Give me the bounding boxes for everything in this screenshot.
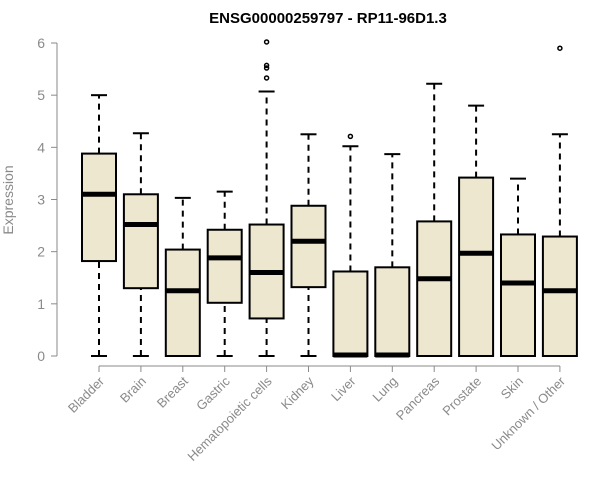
box-prostate xyxy=(458,104,495,357)
iqr-box xyxy=(500,233,536,357)
box-brain xyxy=(122,132,159,357)
box-lung xyxy=(374,153,411,358)
x-tick-label: Liver xyxy=(328,373,359,404)
y-tick-label: 5 xyxy=(37,87,45,103)
x-tick-label: Bladder xyxy=(65,373,108,416)
outlier-point xyxy=(263,62,270,69)
y-tick-label: 6 xyxy=(37,35,45,51)
box-series xyxy=(81,39,578,358)
outlier-point xyxy=(557,45,563,51)
box-breast xyxy=(164,196,201,357)
y-tick-label: 0 xyxy=(37,348,45,364)
x-tick-label: Skin xyxy=(498,374,526,402)
y-tick-label: 3 xyxy=(37,192,45,208)
iqr-box xyxy=(164,248,201,357)
outlier-point xyxy=(263,39,270,45)
iqr-box xyxy=(541,235,578,357)
y-tick-label: 2 xyxy=(37,244,45,260)
x-tick-label: Lung xyxy=(369,374,400,405)
iqr-box xyxy=(416,220,453,357)
box-gastric xyxy=(206,190,243,357)
iqr-box xyxy=(206,228,243,304)
y-axis-label: Expression xyxy=(0,165,16,234)
box-pancreas xyxy=(416,82,453,357)
iqr-box xyxy=(332,270,369,357)
y-tick-label: 4 xyxy=(37,139,45,155)
x-tick-label: Gastric xyxy=(193,373,233,413)
box-unknown-other xyxy=(541,45,578,357)
box-bladder xyxy=(81,94,117,357)
outlier-point xyxy=(263,75,270,81)
box-liver xyxy=(332,133,369,358)
iqr-box xyxy=(122,193,159,290)
chart-title: ENSG00000259797 - RP11-96D1.3 xyxy=(209,10,447,27)
box-hematopoietic-cells xyxy=(248,39,285,357)
iqr-box xyxy=(374,266,411,358)
y-axis: 0 1 2 3 4 5 6 xyxy=(37,35,58,364)
x-tick-label: Brain xyxy=(117,374,149,406)
y-tick-label: 1 xyxy=(37,296,45,312)
outlier-point xyxy=(263,65,270,71)
x-tick-label: Pancreas xyxy=(393,373,443,423)
box-skin xyxy=(500,177,536,357)
iqr-box xyxy=(81,152,117,263)
iqr-box xyxy=(458,176,495,357)
box-kidney xyxy=(290,133,327,357)
iqr-box xyxy=(290,204,327,289)
x-tick-label: Unknown / Other xyxy=(488,373,568,453)
x-tick-label: Prostate xyxy=(439,374,484,419)
outlier-point xyxy=(347,133,354,140)
x-tick-label: Kidney xyxy=(278,373,317,412)
x-tick-label: Breast xyxy=(154,373,191,410)
